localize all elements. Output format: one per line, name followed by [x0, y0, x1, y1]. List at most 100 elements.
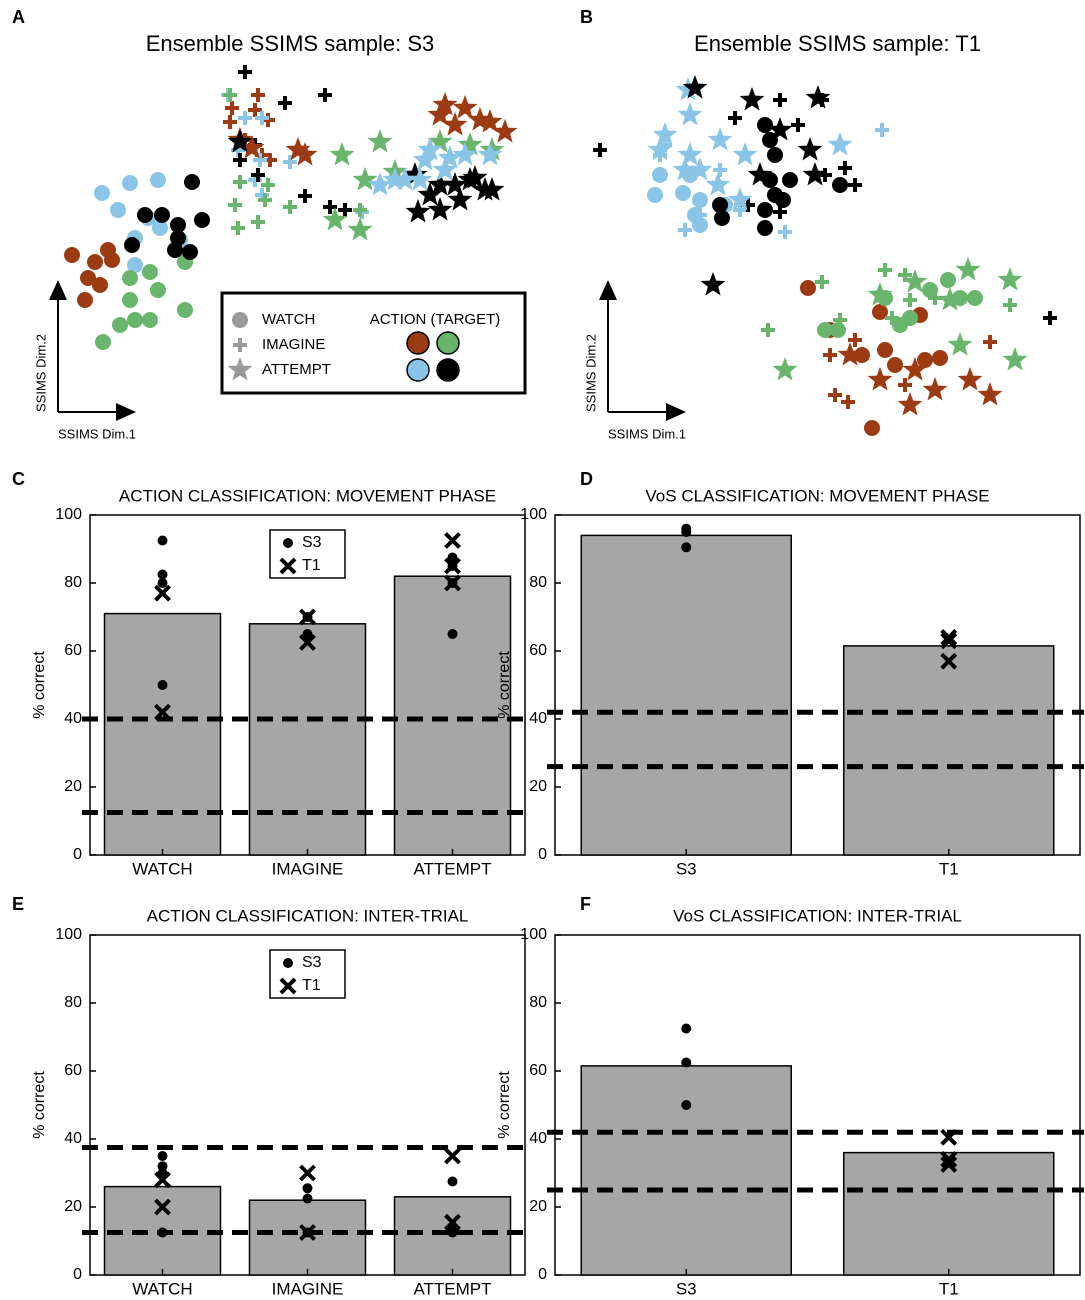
scatter-point: [479, 177, 505, 201]
subject-point: [940, 628, 958, 646]
bar: [248, 623, 367, 856]
scatter-point: [251, 88, 265, 102]
scatter-point: [652, 167, 668, 183]
scatter-point: [142, 264, 158, 280]
scatter-point: [77, 292, 93, 308]
scatter-point: [767, 117, 793, 141]
y-tick-label: 100: [55, 506, 82, 523]
scatter-point: [427, 102, 453, 126]
scatter-point: [225, 101, 239, 115]
scatter-point: [80, 270, 96, 286]
scatter-point: [902, 269, 928, 293]
legend-box: [220, 291, 527, 395]
scatter-point: [837, 342, 863, 366]
scatter-point: [152, 220, 168, 236]
scatter-point: [432, 157, 458, 181]
panel-letter: B: [580, 7, 593, 27]
scatter-point: [922, 377, 948, 401]
y-tick-label: 0: [73, 846, 82, 863]
subject-point: [157, 1151, 168, 1161]
x-tick-label: IMAGINE: [272, 1279, 344, 1298]
scatter-point: [937, 287, 963, 311]
scatter-point: [170, 217, 186, 233]
subject-point: [154, 584, 171, 602]
legend-label: S3: [302, 534, 322, 551]
scatter-point: [800, 280, 816, 296]
legend-label: ATTEMPT: [262, 361, 331, 378]
subject-point: [154, 1198, 171, 1216]
scatter-point: [447, 187, 473, 211]
scatter-point: [848, 333, 862, 347]
scatter-point: [442, 172, 468, 196]
scatter-point: [417, 137, 443, 161]
scatter-point: [712, 197, 728, 213]
subject-point: [444, 532, 461, 549]
scatter-point: [940, 272, 956, 288]
subject-point: [157, 1227, 168, 1238]
scatter-point: [248, 103, 262, 117]
scatter-point: [427, 172, 453, 196]
scatter-point: [405, 199, 431, 223]
legend-marker: [227, 357, 253, 381]
scatter-point: [767, 147, 783, 163]
scatter-point: [1002, 347, 1028, 371]
scatter-point: [902, 310, 918, 326]
subject-point: [157, 680, 168, 690]
legend-marker: [232, 312, 248, 328]
subject-point: [681, 527, 692, 537]
scatter-point: [693, 208, 707, 222]
y-tick-label: 60: [64, 642, 82, 659]
scatter-point: [427, 197, 453, 221]
subject-point: [302, 1183, 313, 1194]
scatter-point: [462, 165, 488, 189]
scatter-point: [932, 350, 948, 366]
legend-marker: [279, 977, 297, 995]
scatter-point: [367, 172, 393, 196]
scatter-point: [838, 161, 852, 175]
scatter-point: [727, 187, 753, 211]
x-axis-label: SSIMS Dim.1: [58, 426, 136, 441]
scatter-point: [122, 270, 138, 286]
subject-point: [940, 1150, 958, 1168]
scatter-point: [647, 187, 663, 203]
scatter-point: [983, 335, 997, 349]
scatter-point: [1003, 298, 1017, 312]
scatter-point: [382, 167, 408, 191]
scatter-point: [732, 142, 758, 166]
scatter-point: [253, 153, 267, 167]
y-tick-label: 60: [64, 1062, 82, 1079]
bar: [580, 534, 792, 856]
y-axis-label: % correct: [496, 651, 513, 719]
scatter-point: [87, 254, 103, 270]
subject-point: [447, 552, 458, 563]
scatter-point: [338, 203, 352, 217]
scatter-point: [223, 115, 237, 129]
legend-marker: [233, 338, 247, 352]
legend-label: T1: [302, 977, 321, 994]
scatter-point: [353, 203, 367, 217]
scatter-point: [477, 109, 503, 133]
scatter-point: [864, 420, 880, 436]
scatter-point: [897, 392, 923, 416]
scatter-point: [233, 153, 247, 167]
subject-point: [940, 1128, 958, 1146]
scatter-point: [672, 157, 698, 181]
scatter-point: [714, 210, 730, 226]
scatter-point: [154, 207, 170, 223]
panel-letter: C: [12, 469, 25, 489]
chart-title: ACTION CLASSIFICATION: MOVEMENT PHASE: [119, 486, 496, 505]
scatter-point: [875, 123, 889, 137]
y-tick-label: 80: [529, 574, 547, 591]
y-tick-label: 80: [64, 574, 82, 591]
subject-point: [154, 703, 171, 721]
y-tick-label: 20: [64, 778, 82, 795]
y-tick-label: 40: [529, 1130, 547, 1147]
scatter-point: [432, 92, 458, 116]
scatter-point: [677, 102, 703, 126]
scatter-point: [110, 202, 126, 218]
scatter-point: [728, 111, 742, 125]
subject-point: [157, 578, 168, 588]
scatter-point: [137, 207, 153, 223]
scatter-point: [278, 96, 292, 110]
x-tick-label: S3: [676, 859, 697, 878]
